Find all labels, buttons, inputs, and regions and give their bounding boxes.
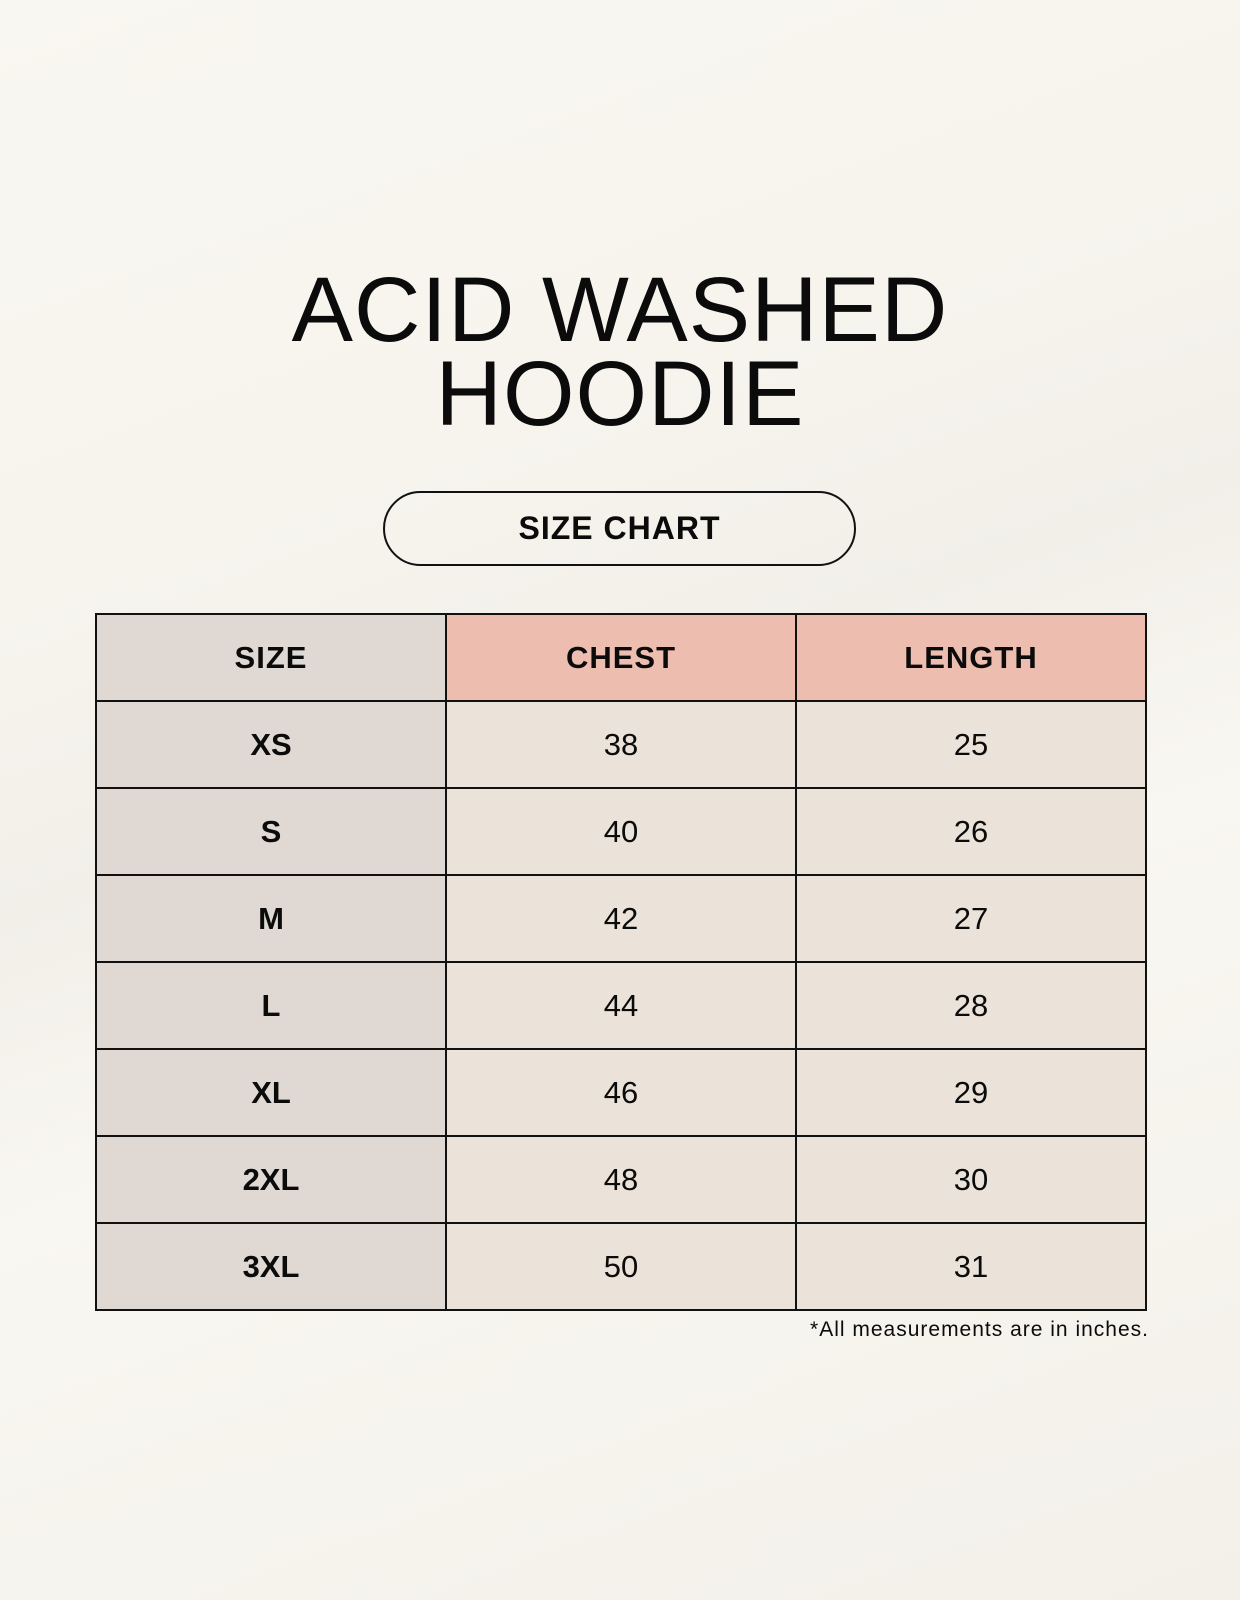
chest-cell: 48 <box>445 1135 797 1224</box>
table-row: XL 46 29 <box>95 1048 1147 1137</box>
size-cell: XS <box>95 700 447 789</box>
title-line-1: ACID WASHED <box>291 259 949 361</box>
chest-cell: 46 <box>445 1048 797 1137</box>
header-chest: CHEST <box>445 613 797 702</box>
size-cell: XL <box>95 1048 447 1137</box>
table-row: 2XL 48 30 <box>95 1135 1147 1224</box>
size-cell: S <box>95 787 447 876</box>
length-cell: 31 <box>795 1222 1147 1311</box>
length-cell: 29 <box>795 1048 1147 1137</box>
size-chart-badge: SIZE CHART <box>383 491 856 566</box>
size-cell: M <box>95 874 447 963</box>
length-cell: 28 <box>795 961 1147 1050</box>
chest-cell: 44 <box>445 961 797 1050</box>
table-row: S 40 26 <box>95 787 1147 876</box>
size-table: SIZE CHEST LENGTH XS 38 25 S 40 26 M 42 27 L 44 28 X… <box>95 613 1147 1311</box>
table-header-row: SIZE CHEST LENGTH <box>95 613 1147 702</box>
size-cell: 3XL <box>95 1222 447 1311</box>
table-row: L 44 28 <box>95 961 1147 1050</box>
chest-cell: 40 <box>445 787 797 876</box>
table-row: 3XL 50 31 <box>95 1222 1147 1311</box>
size-cell: L <box>95 961 447 1050</box>
length-cell: 30 <box>795 1135 1147 1224</box>
header-size: SIZE <box>95 613 447 702</box>
header-length: LENGTH <box>795 613 1147 702</box>
title-line-2: HOODIE <box>435 343 805 445</box>
page-title: ACID WASHED HOODIE <box>0 259 1240 445</box>
chest-cell: 38 <box>445 700 797 789</box>
chest-cell: 50 <box>445 1222 797 1311</box>
length-cell: 25 <box>795 700 1147 789</box>
chest-cell: 42 <box>445 874 797 963</box>
table-row: XS 38 25 <box>95 700 1147 789</box>
length-cell: 26 <box>795 787 1147 876</box>
size-cell: 2XL <box>95 1135 447 1224</box>
footnote: *All measurements are in inches. <box>810 1318 1149 1341</box>
length-cell: 27 <box>795 874 1147 963</box>
table-row: M 42 27 <box>95 874 1147 963</box>
